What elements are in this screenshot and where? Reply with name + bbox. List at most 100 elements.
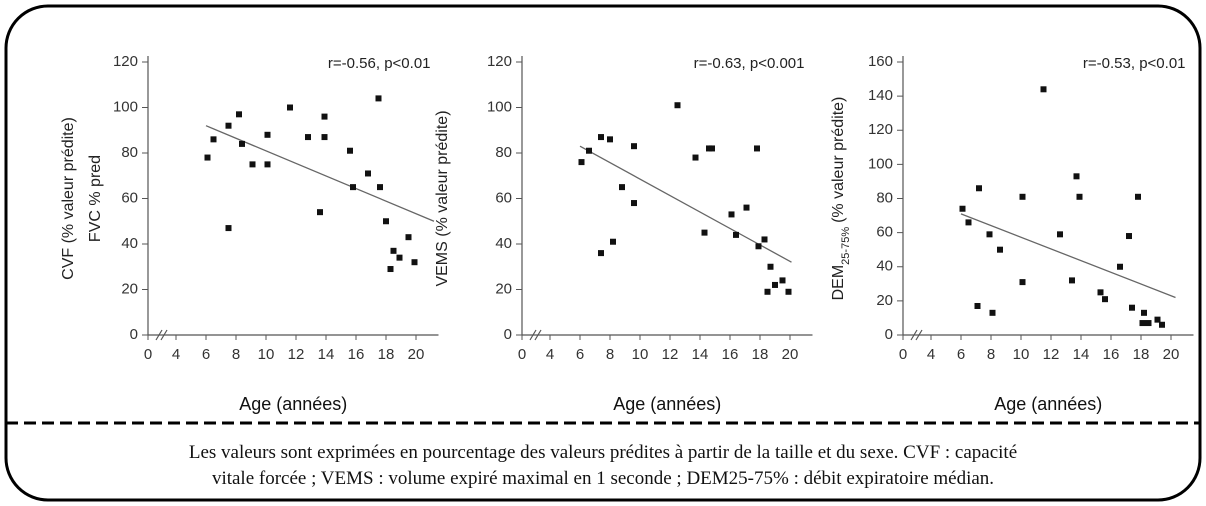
caption-line: Les valeurs sont exprimées en pourcentag…: [189, 442, 1017, 463]
x-tick-label: 8: [987, 346, 995, 363]
y-axis-label-part: DEM: [830, 265, 847, 301]
point: [350, 184, 356, 191]
x-tick-label: 16: [1103, 346, 1120, 363]
point: [974, 302, 981, 309]
x-tick-label: 6: [957, 346, 965, 363]
y-axis-label: VEMS (% valeur prédite): [434, 110, 451, 286]
point: [375, 95, 382, 102]
point: [733, 231, 739, 238]
point: [755, 243, 762, 250]
point: [1126, 233, 1132, 240]
point: [249, 161, 256, 168]
x-tick-label: 20: [782, 346, 799, 363]
point: [390, 247, 397, 254]
x-tick-label: 4: [546, 346, 554, 363]
axis-break: [910, 329, 918, 341]
y-tick-label: 40: [876, 258, 893, 275]
point: [989, 309, 996, 316]
x-tick-label: 0: [144, 346, 152, 363]
point: [264, 161, 271, 168]
point: [598, 134, 604, 141]
x-tick-label: 0: [518, 346, 526, 363]
point: [1069, 277, 1075, 284]
point: [1040, 86, 1047, 93]
point: [347, 147, 353, 154]
x-tick-label: 18: [1133, 346, 1150, 363]
point: [785, 288, 792, 295]
y-axis-label: DEM25-75% (% valeur prédite): [830, 97, 852, 301]
annotation: r=-0.53, p<0.01: [1083, 55, 1186, 72]
point: [225, 225, 232, 232]
point: [764, 288, 771, 295]
point: [1145, 320, 1152, 327]
point: [701, 229, 708, 236]
point: [607, 136, 613, 143]
point: [287, 104, 293, 111]
point: [1135, 193, 1141, 200]
point: [767, 263, 774, 270]
trend-line: [960, 213, 1176, 299]
x-tick-label: 0: [899, 346, 907, 363]
y-tick-label: 120: [487, 53, 512, 70]
point: [236, 111, 242, 118]
point: [365, 170, 371, 177]
y-tick-label: 60: [121, 189, 138, 206]
point: [631, 143, 637, 150]
x-tick-label: 18: [378, 346, 395, 363]
x-tick-label: 14: [692, 346, 709, 363]
point: [396, 254, 403, 261]
y-axis-label: CVF (% valeur prédite): [60, 117, 77, 280]
point: [997, 246, 1003, 253]
y-tick-label: 80: [121, 144, 138, 161]
point: [674, 102, 681, 109]
point: [1019, 279, 1026, 286]
point: [728, 211, 735, 218]
annotation: r=-0.63, p<0.001: [694, 55, 805, 72]
point: [709, 145, 715, 152]
point: [586, 147, 592, 154]
y-tick-label: 100: [487, 98, 512, 115]
point: [761, 236, 768, 243]
axis-break: [529, 329, 537, 341]
y-tick-label: 140: [868, 87, 893, 104]
point: [610, 238, 616, 245]
point: [1019, 193, 1026, 200]
x-tick-label: 8: [606, 346, 614, 363]
trend-line: [579, 145, 792, 263]
y-tick-label: 0: [130, 326, 138, 343]
trend-line: [205, 125, 435, 222]
x-tick-label: 6: [576, 346, 584, 363]
point: [225, 122, 232, 129]
point: [1117, 263, 1123, 270]
point: [743, 204, 750, 211]
y-tick-label: 20: [876, 292, 893, 309]
point: [405, 234, 412, 241]
axis-break: [155, 329, 163, 341]
point: [383, 218, 389, 225]
point: [210, 136, 217, 143]
axis-break: [160, 329, 168, 341]
point: [959, 205, 966, 212]
y-tick-label: 160: [868, 53, 893, 70]
point: [264, 131, 271, 138]
point: [1097, 289, 1104, 296]
point: [239, 140, 245, 147]
y-tick-label: 60: [495, 189, 512, 206]
caption-line: vitale forcée ; VEMS : volume expiré max…: [212, 468, 994, 489]
x-tick-label: 10: [1013, 346, 1030, 363]
point: [1076, 193, 1083, 200]
point: [321, 113, 328, 120]
x-tick-label: 14: [318, 346, 335, 363]
point: [1159, 321, 1165, 328]
x-tick-label: 12: [662, 346, 679, 363]
point: [1139, 320, 1146, 327]
y-tick-label: 80: [876, 189, 893, 206]
y-tick-label: 100: [113, 98, 138, 115]
x-tick-label: 8: [232, 346, 240, 363]
x-tick-label: 10: [258, 346, 275, 363]
point: [976, 185, 982, 192]
x-axis-label: Age (années): [239, 394, 347, 414]
point: [305, 134, 311, 141]
y-tick-label: 20: [121, 280, 138, 297]
